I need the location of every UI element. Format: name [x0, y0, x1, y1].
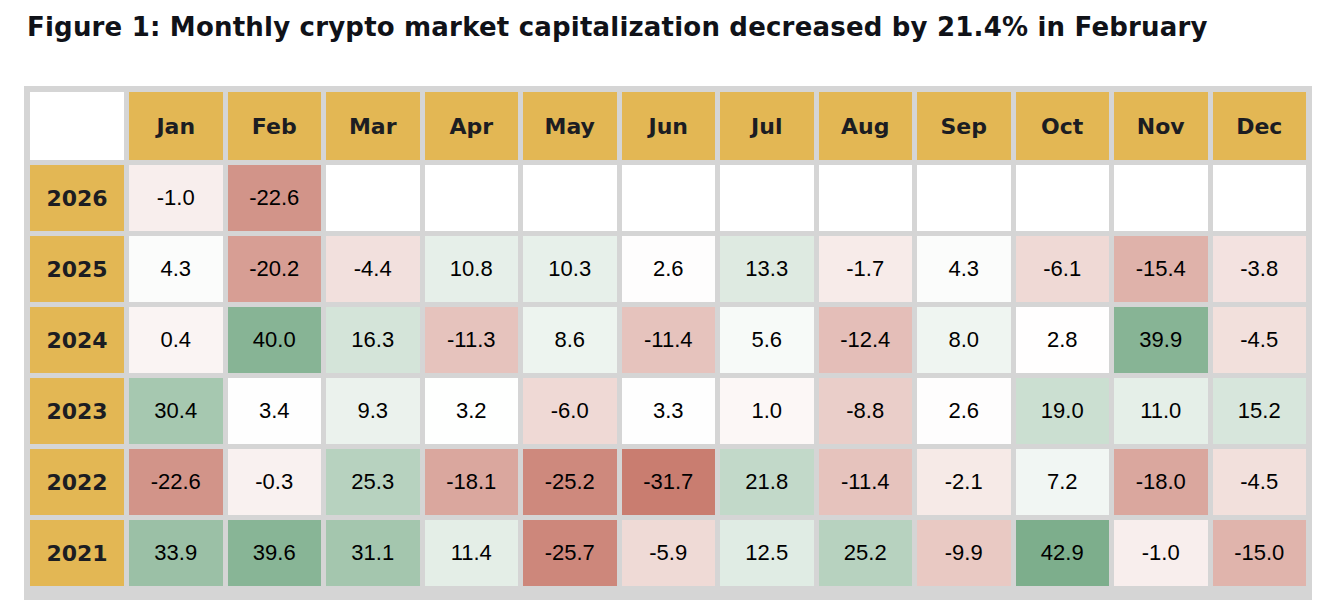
heatmap-cell: -8.8 [819, 378, 913, 444]
month-header-cell: May [523, 92, 617, 160]
heatmap-cell: 0.4 [129, 307, 223, 373]
heatmap-cell: 8.0 [917, 307, 1011, 373]
heatmap-cell: 10.8 [425, 236, 519, 302]
heatmap-cell [1114, 165, 1208, 231]
heatmap-cell: -5.9 [622, 520, 716, 586]
corner-cell [30, 92, 124, 160]
month-header-cell: Aug [819, 92, 913, 160]
heatmap-cell: 25.3 [326, 449, 420, 515]
heatmap-cell [1016, 165, 1110, 231]
heatmap-cell: 3.2 [425, 378, 519, 444]
heatmap-cell [819, 165, 913, 231]
heatmap-cell: -15.4 [1114, 236, 1208, 302]
heatmap-cell: 9.3 [326, 378, 420, 444]
heatmap-cell [523, 165, 617, 231]
month-header-cell: Feb [228, 92, 322, 160]
heatmap-cell: 39.6 [228, 520, 322, 586]
year-header-cell: 2024 [30, 307, 124, 373]
month-header-cell: Nov [1114, 92, 1208, 160]
heatmap-cell: -22.6 [129, 449, 223, 515]
figure-title: Figure 1: Monthly crypto market capitali… [27, 12, 1208, 42]
heatmap-cell: -2.1 [917, 449, 1011, 515]
heatmap-cell [1213, 165, 1307, 231]
heatmap-cell: 31.1 [326, 520, 420, 586]
heatmap-cell [720, 165, 814, 231]
heatmap-cell [326, 165, 420, 231]
heatmap-cell: -18.1 [425, 449, 519, 515]
heatmap-cell: 16.3 [326, 307, 420, 373]
month-header-cell: Jan [129, 92, 223, 160]
heatmap-cell: -4.5 [1213, 307, 1307, 373]
heatmap-cell: 40.0 [228, 307, 322, 373]
year-header-cell: 2025 [30, 236, 124, 302]
heatmap-cell: -6.1 [1016, 236, 1110, 302]
heatmap-cell: -11.4 [622, 307, 716, 373]
heatmap-cell: -25.7 [523, 520, 617, 586]
heatmap-cell: -1.0 [129, 165, 223, 231]
heatmap-cell: 2.8 [1016, 307, 1110, 373]
heatmap-cell: 11.4 [425, 520, 519, 586]
year-header-cell: 2021 [30, 520, 124, 586]
heatmap-cell: 2.6 [917, 378, 1011, 444]
heatmap-cell: 8.6 [523, 307, 617, 373]
month-header-cell: Mar [326, 92, 420, 160]
heatmap-cell: -4.5 [1213, 449, 1307, 515]
heatmap-cell: -0.3 [228, 449, 322, 515]
heatmap-cell: -4.4 [326, 236, 420, 302]
heatmap-cell: -6.0 [523, 378, 617, 444]
year-header-cell: 2022 [30, 449, 124, 515]
month-header-cell: Dec [1213, 92, 1307, 160]
heatmap-cell: -11.4 [819, 449, 913, 515]
heatmap-cell: -20.2 [228, 236, 322, 302]
heatmap-cell: -12.4 [819, 307, 913, 373]
heatmap-cell: -18.0 [1114, 449, 1208, 515]
heatmap-cell: 12.5 [720, 520, 814, 586]
heatmap-cell: -22.6 [228, 165, 322, 231]
month-header-cell: Jul [720, 92, 814, 160]
month-header-cell: Sep [917, 92, 1011, 160]
heatmap-cell: 42.9 [1016, 520, 1110, 586]
heatmap-cell: 7.2 [1016, 449, 1110, 515]
heatmap-cell [425, 165, 519, 231]
heatmap-cell: 11.0 [1114, 378, 1208, 444]
heatmap-cell: -31.7 [622, 449, 716, 515]
heatmap-cell: -3.8 [1213, 236, 1307, 302]
year-header-cell: 2026 [30, 165, 124, 231]
month-header-cell: Jun [622, 92, 716, 160]
heatmap-cell: 13.3 [720, 236, 814, 302]
heatmap-cell: -9.9 [917, 520, 1011, 586]
month-header-cell: Apr [425, 92, 519, 160]
heatmap-cell: 15.2 [1213, 378, 1307, 444]
year-header-cell: 2023 [30, 378, 124, 444]
month-header-cell: Oct [1016, 92, 1110, 160]
heatmap-cell: -11.3 [425, 307, 519, 373]
heatmap-cell: 25.2 [819, 520, 913, 586]
heatmap-cell [917, 165, 1011, 231]
heatmap-cell: -1.0 [1114, 520, 1208, 586]
heatmap-cell [622, 165, 716, 231]
heatmap-cell: 30.4 [129, 378, 223, 444]
heatmap-table: JanFebMarAprMayJunJulAugSepOctNovDec 2026… [30, 92, 1306, 586]
heatmap-cell: 3.3 [622, 378, 716, 444]
heatmap-cell: 3.4 [228, 378, 322, 444]
heatmap-cell: 1.0 [720, 378, 814, 444]
heatmap-cell: -1.7 [819, 236, 913, 302]
heatmap-cell: 4.3 [129, 236, 223, 302]
heatmap-cell: 39.9 [1114, 307, 1208, 373]
heatmap-cell: 21.8 [720, 449, 814, 515]
heatmap-cell: 5.6 [720, 307, 814, 373]
heatmap-cell: 19.0 [1016, 378, 1110, 444]
heatmap-cell: 4.3 [917, 236, 1011, 302]
heatmap-cell: 2.6 [622, 236, 716, 302]
heatmap-container: JanFebMarAprMayJunJulAugSepOctNovDec 2026… [24, 86, 1312, 600]
heatmap-cell: -25.2 [523, 449, 617, 515]
heatmap-cell: 10.3 [523, 236, 617, 302]
heatmap-cell: 33.9 [129, 520, 223, 586]
heatmap-cell: -15.0 [1213, 520, 1307, 586]
